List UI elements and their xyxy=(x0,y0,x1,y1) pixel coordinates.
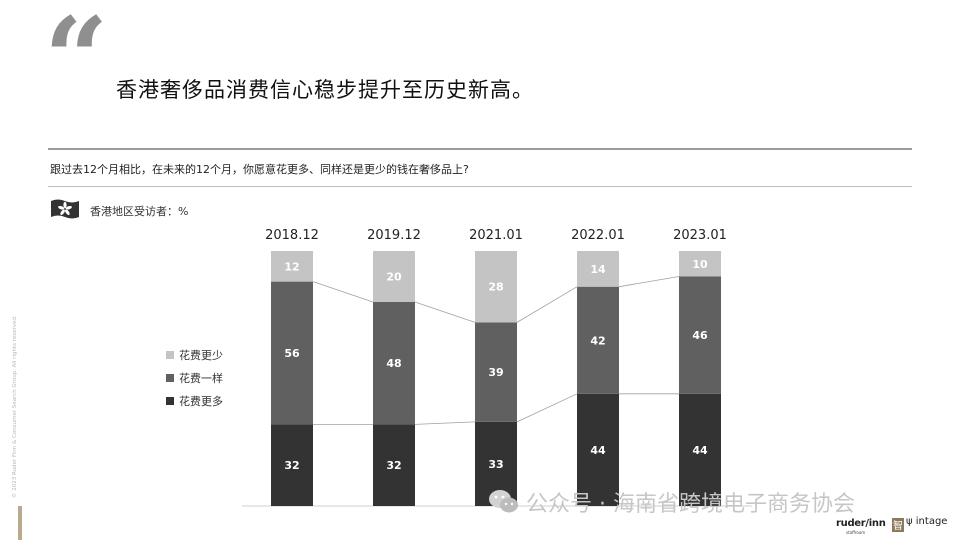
bar-0-3 xyxy=(577,393,619,506)
category-label-4: 2023.01 xyxy=(673,228,727,243)
wechat-icon xyxy=(489,490,518,513)
legend-label-0: 花费更少 xyxy=(179,349,223,362)
bar-2-3 xyxy=(577,251,619,287)
intage-logo-text: intage xyxy=(915,516,948,527)
connector-1-3 xyxy=(618,276,680,288)
data-label-2-1: 20 xyxy=(386,271,402,284)
headline: 香港奢侈品消费信心稳步提升至历史新高。 xyxy=(116,78,534,102)
data-label-0-1: 32 xyxy=(386,459,401,472)
data-label-0-3: 44 xyxy=(590,444,606,457)
bar-2-4 xyxy=(679,251,721,277)
data-label-1-0: 56 xyxy=(284,347,300,360)
data-label-2-4: 10 xyxy=(692,258,708,271)
category-label-2: 2021.01 xyxy=(469,228,523,243)
data-label-1-2: 39 xyxy=(488,366,503,379)
category-label-0: 2018.12 xyxy=(265,228,319,243)
watermark-text: 公众号 · 海南省跨境电子商务协会 xyxy=(526,492,855,517)
top-divider xyxy=(48,148,912,150)
watermark: 公众号 · 海南省跨境电子商务协会 xyxy=(488,486,855,518)
side-accent-bar xyxy=(18,506,22,540)
connector-0-2 xyxy=(516,393,578,423)
connector-1-2 xyxy=(516,286,578,323)
category-label-3: 2022.01 xyxy=(571,228,625,243)
data-label-0-4: 44 xyxy=(692,444,708,457)
data-label-0-0: 32 xyxy=(284,459,299,472)
data-label-2-3: 14 xyxy=(590,263,606,276)
legend-swatch-2 xyxy=(166,397,174,405)
bar-0-0 xyxy=(271,424,313,506)
data-label-0-2: 33 xyxy=(488,458,503,471)
legend-label-2: 花费更多 xyxy=(179,394,223,408)
ruder-finn-logo-sub: staffroom xyxy=(846,530,866,535)
connector-1-0 xyxy=(312,281,374,303)
intage-mark-icon: ψ xyxy=(906,516,916,527)
svg-text:智: 智 xyxy=(893,519,903,532)
data-label-1-4: 46 xyxy=(692,329,708,342)
bar-0-4 xyxy=(679,393,721,506)
survey-question: 跟过去12个月相比，在未来的12个月，你愿意花更多、同样还是更少的钱在奢侈品上? xyxy=(50,163,469,176)
bar-2-0 xyxy=(271,251,313,282)
data-label-1-1: 48 xyxy=(386,357,401,370)
intage-logo: ψ intage xyxy=(906,516,947,527)
bar-1-2 xyxy=(475,322,517,422)
hong-kong-flag-icon xyxy=(51,199,79,219)
data-label-2-0: 12 xyxy=(284,260,299,273)
bar-1-3 xyxy=(577,286,619,394)
respondent-label: 香港地区受访者：% xyxy=(90,205,189,218)
connector-1-1 xyxy=(414,301,476,323)
copyright-text: © 2023 Ruder Finn & Consumer Search Grou… xyxy=(12,315,18,498)
data-label-2-2: 28 xyxy=(488,281,503,294)
csg-logo: 智 xyxy=(892,518,904,532)
connector-0-1 xyxy=(414,421,476,425)
bar-1-1 xyxy=(373,302,415,425)
bar-1-0 xyxy=(271,281,313,425)
category-label-1: 2019.12 xyxy=(367,228,421,243)
bar-0-1 xyxy=(373,424,415,506)
legend-swatch-1 xyxy=(166,374,174,382)
ruder-finn-logo: ruder/inn xyxy=(836,518,886,529)
bar-2-1 xyxy=(373,251,415,302)
bottom-divider xyxy=(48,186,912,187)
quote-mark: “ xyxy=(44,0,109,125)
bar-1-4 xyxy=(679,276,721,394)
legend-label-1: 花费一样 xyxy=(179,371,223,385)
bar-2-2 xyxy=(475,251,517,323)
data-label-1-3: 42 xyxy=(590,334,605,347)
legend-swatch-0 xyxy=(166,351,174,359)
